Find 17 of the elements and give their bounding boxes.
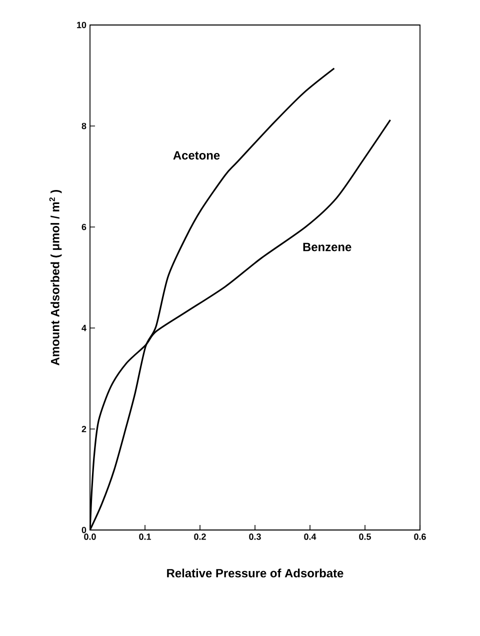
y-tick-label: 2	[82, 426, 86, 432]
y-axis-title: Amount Adsorbed ( μmol / m$^{2}$ )	[49, 190, 62, 366]
series-label: Benzene	[303, 242, 352, 252]
y-tick-label: 4	[82, 324, 86, 332]
x-tick-label: 0.0	[84, 534, 96, 540]
x-tick-label: 0.5	[359, 534, 371, 540]
x-tick-label: 0.2	[194, 534, 206, 540]
x-tick-label: 0.3	[249, 534, 261, 540]
series-label: Acetone	[173, 151, 220, 160]
y-tick-label: 8	[82, 122, 86, 130]
x-tick-label: 0.4	[304, 534, 316, 540]
x-tick-label: 0.1	[139, 534, 151, 540]
x-tick-label: 0.6	[414, 534, 426, 540]
y-tick-label: 0	[82, 526, 86, 534]
x-axis-title: Relative Pressure of Adsorbate	[167, 568, 344, 578]
y-tick-label: 6	[82, 224, 86, 230]
y-tick-label: 10	[77, 22, 86, 28]
